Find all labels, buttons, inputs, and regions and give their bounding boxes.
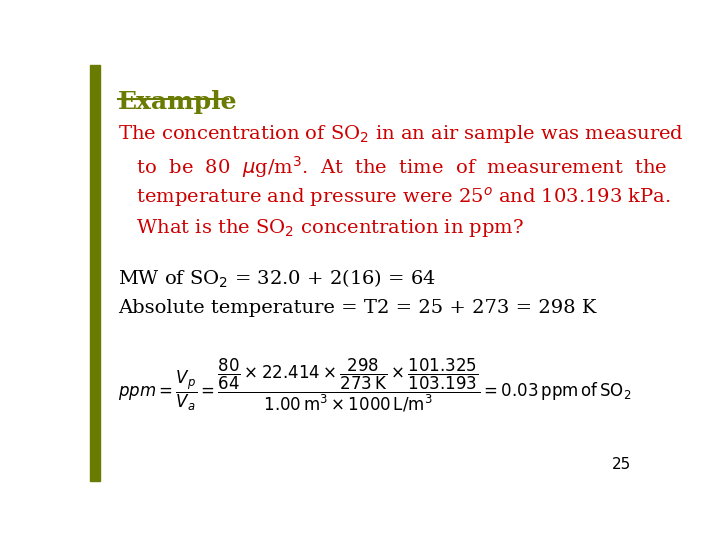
Text: What is the SO$_2$ concentration in ppm?: What is the SO$_2$ concentration in ppm? bbox=[118, 217, 524, 239]
Text: 25: 25 bbox=[612, 457, 631, 472]
Bar bbox=[90, 65, 100, 481]
Text: MW of SO$_2$ = 32.0 + 2(16) = 64: MW of SO$_2$ = 32.0 + 2(16) = 64 bbox=[118, 268, 436, 291]
Text: Example: Example bbox=[118, 90, 238, 114]
Text: temperature and pressure were 25$^o$ and 103.193 kPa.: temperature and pressure were 25$^o$ and… bbox=[118, 185, 670, 210]
Text: to  be  80  $\mu$g/m$^3$.  At  the  time  of  measurement  the: to be 80 $\mu$g/m$^3$. At the time of me… bbox=[118, 154, 667, 180]
Text: Absolute temperature = T2 = 25 + 273 = 298 K: Absolute temperature = T2 = 25 + 273 = 2… bbox=[118, 299, 596, 317]
Text: $\mathit{ppm} = \dfrac{V_p}{V_a} = \dfrac{\dfrac{80}{64} \times 22.414 \times \d: $\mathit{ppm} = \dfrac{V_p}{V_a} = \dfra… bbox=[118, 357, 631, 414]
Text: The concentration of SO$_2$ in an air sample was measured: The concentration of SO$_2$ in an air sa… bbox=[118, 123, 684, 145]
